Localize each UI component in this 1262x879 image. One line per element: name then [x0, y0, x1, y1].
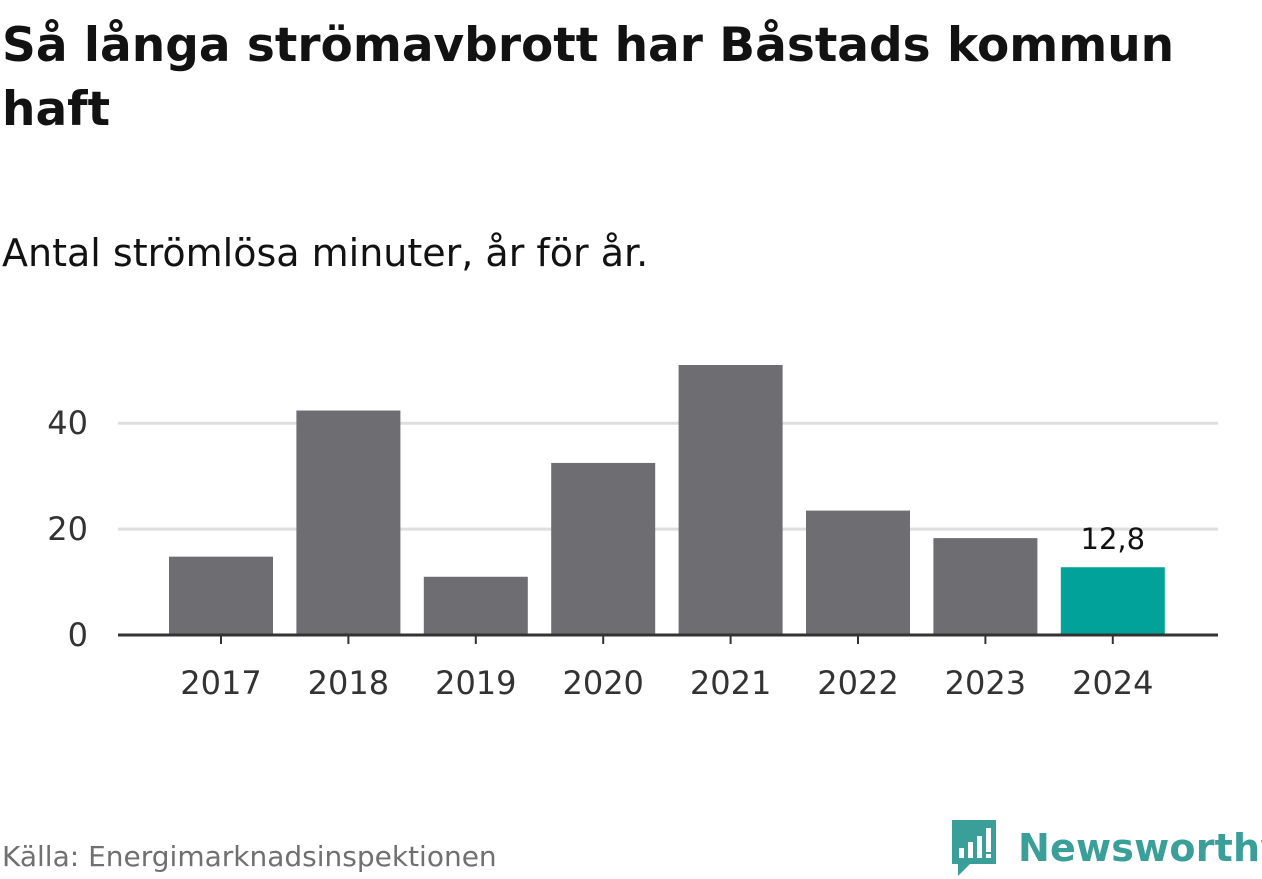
data-label-2024: 12,8 — [1081, 522, 1146, 556]
bar-2019 — [423, 576, 528, 635]
x-tick-label-2024: 2024 — [1072, 664, 1153, 702]
label-layer: 12,8 — [1081, 522, 1146, 556]
chart-title: Så långa strömavbrott har Båstads kommun… — [2, 18, 1175, 137]
bar-2018 — [296, 410, 401, 635]
bar-2022 — [806, 510, 910, 635]
y-tick-label: 0 — [68, 616, 88, 654]
bar-layer — [169, 365, 1165, 635]
bar-2017 — [169, 556, 273, 635]
grid-layer — [118, 421, 1218, 531]
bar-2021 — [678, 365, 783, 635]
x-tick-label-2021: 2021 — [690, 664, 771, 702]
chart-subtitle: Antal strömlösa minuter, år för år. — [2, 231, 649, 275]
y-tick-label: 40 — [47, 404, 88, 442]
newsworthy-logo-icon — [952, 820, 996, 876]
source-note: Källa: Energimarknadsinspektionen — [2, 840, 497, 873]
x-tick-label-2017: 2017 — [180, 664, 261, 702]
brand-name: Newsworthy — [1018, 826, 1262, 870]
bar-2024 — [1060, 567, 1165, 635]
bar-2023 — [933, 538, 1038, 635]
bar-2020 — [551, 462, 656, 635]
brand-logo: Newsworthy — [950, 818, 1262, 878]
x-tick-label-2018: 2018 — [308, 664, 389, 702]
x-tick-label-2019: 2019 — [435, 664, 516, 702]
x-tick-label-2022: 2022 — [817, 664, 898, 702]
x-tick-label-2020: 2020 — [562, 664, 643, 702]
y-tick-label: 20 — [47, 510, 88, 548]
x-tick-label-2023: 2023 — [945, 664, 1026, 702]
axis-layer: 0 20 40 2017 2018 2019 2020 2021 2022 2023 2024 — [47, 404, 1218, 702]
